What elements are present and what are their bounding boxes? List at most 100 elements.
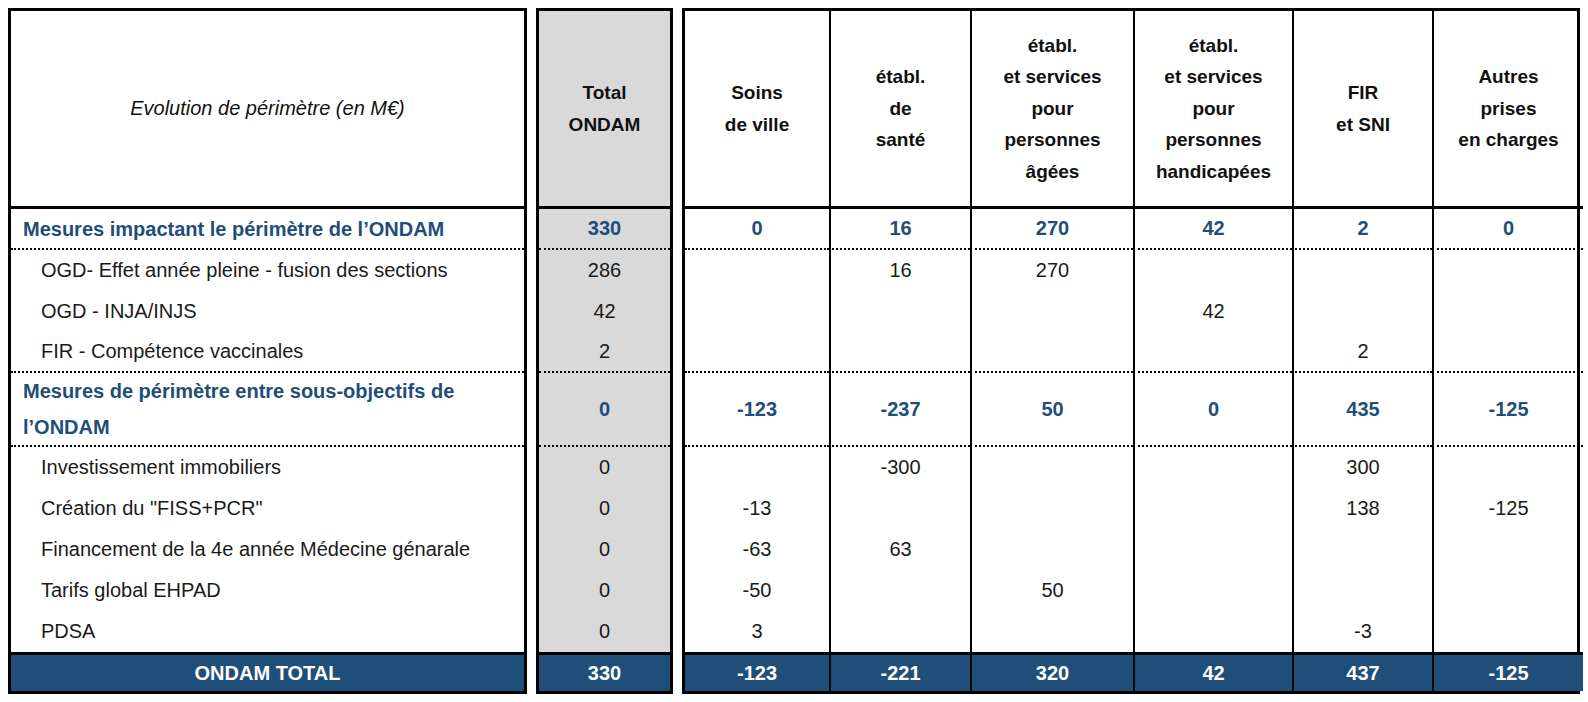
value-cell [685,332,829,373]
value-cell [970,291,1133,332]
value-cell: 2 [1292,209,1432,250]
value-cell: 42 [1133,209,1292,250]
detail-row-label: OGD- Effet année pleine - fusion des sec… [11,250,524,291]
value-cell [1432,291,1583,332]
total-row-label: ONDAM TOTAL [11,652,524,691]
column-header: établ. de santé [829,11,970,209]
value-cell: 286 [539,250,670,291]
value-cell: 0 [539,447,670,488]
value-cell [1292,570,1432,611]
labels-segment: Evolution de périmètre (en M€) Mesures i… [8,8,527,694]
value-cell [1133,488,1292,529]
value-cell [1432,611,1583,652]
value-cell: -50 [685,570,829,611]
total-value-cell: -125 [1432,652,1583,691]
value-cell [970,488,1133,529]
section-row-label: Mesures de périmètre entre sous-objectif… [11,373,524,447]
value-cell: 16 [829,250,970,291]
value-cell [970,611,1133,652]
value-cell: 50 [970,373,1133,447]
value-cell: -125 [1432,373,1583,447]
value-cell: -63 [685,529,829,570]
value-cell: 270 [970,250,1133,291]
detail-row-label: PDSA [11,611,524,652]
value-cell: 0 [539,529,670,570]
value-cell [685,250,829,291]
value-cell: 16 [829,209,970,250]
value-cell [1292,291,1432,332]
detail-row-label: Investissement immobiliers [11,447,524,488]
value-cell: 0 [539,373,670,447]
value-cell [1432,529,1583,570]
total-value-cell: -221 [829,652,970,691]
value-cell: 300 [1292,447,1432,488]
value-cell: 0 [539,488,670,529]
value-cell [1133,447,1292,488]
total-value-cell: -123 [685,652,829,691]
value-cell: 138 [1292,488,1432,529]
section-row-label: Mesures impactant le périmètre de l’ONDA… [11,209,524,250]
value-cell: 3 [685,611,829,652]
column-header: établ. et services pour personnes handic… [1133,11,1292,209]
value-cell: -300 [829,447,970,488]
value-cell [685,291,829,332]
total-column-segment: Total ONDAM 330 286 42 2 0 0 0 0 0 0 330 [536,8,673,694]
value-cell [1292,250,1432,291]
value-cell [1133,611,1292,652]
value-cell [970,332,1133,373]
detail-row-label: OGD - INJA/INJS [11,291,524,332]
total-value-cell: 42 [1133,652,1292,691]
value-cell: -13 [685,488,829,529]
value-cell [829,488,970,529]
value-cell: 50 [970,570,1133,611]
detail-row-label: FIR - Compétence vaccinales [11,332,524,373]
total-value-cell: 330 [539,652,670,691]
value-cell: -125 [1432,488,1583,529]
value-cell: 0 [539,611,670,652]
detail-row-label: Création du "FISS+PCR" [11,488,524,529]
value-cell [829,291,970,332]
value-cell [829,570,970,611]
value-cell [1292,529,1432,570]
value-cell [1432,570,1583,611]
value-cell: 2 [1292,332,1432,373]
value-cell [1432,332,1583,373]
value-cell [685,447,829,488]
value-cell [970,529,1133,570]
value-cell: 270 [970,209,1133,250]
column-header: Soins de ville [685,11,829,209]
data-segment: Soins de ville établ. de santé établ. et… [682,8,1580,694]
value-cell [1133,250,1292,291]
value-cell: 435 [1292,373,1432,447]
value-cell: 330 [539,209,670,250]
value-cell [1133,332,1292,373]
value-cell: 0 [539,570,670,611]
value-cell: 42 [1133,291,1292,332]
value-cell: -123 [685,373,829,447]
total-value-cell: 437 [1292,652,1432,691]
value-cell [1133,529,1292,570]
value-cell: 0 [1133,373,1292,447]
column-header: établ. et services pour personnes âgées [970,11,1133,209]
column-header-total-ondam: Total ONDAM [539,11,670,209]
value-cell: 42 [539,291,670,332]
column-header: FIR et SNI [1292,11,1432,209]
value-cell [1432,250,1583,291]
value-cell: 0 [685,209,829,250]
value-cell [1432,447,1583,488]
value-cell: 63 [829,529,970,570]
value-cell [829,332,970,373]
value-cell [970,447,1133,488]
total-value-cell: 320 [970,652,1133,691]
value-cell [829,611,970,652]
detail-row-label: Tarifs global EHPAD [11,570,524,611]
value-cell: -237 [829,373,970,447]
value-cell: 0 [1432,209,1583,250]
detail-row-label: Financement de la 4e année Médecine géna… [11,529,524,570]
value-cell: -3 [1292,611,1432,652]
table-title: Evolution de périmètre (en M€) [11,11,524,209]
value-cell: 2 [539,332,670,373]
column-header: Autres prises en charges [1432,11,1583,209]
ondam-perimeter-table: Evolution de périmètre (en M€) Mesures i… [8,8,1580,694]
value-cell [1133,570,1292,611]
